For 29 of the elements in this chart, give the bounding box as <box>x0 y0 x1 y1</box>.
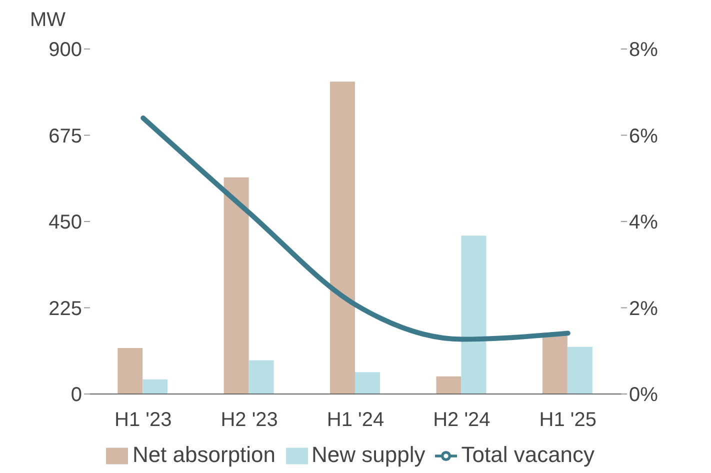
x-tick-label: H1 '23 <box>114 409 172 432</box>
bar <box>567 346 592 394</box>
legend-label: Total vacancy <box>461 442 595 467</box>
y-axis-title: MW <box>30 9 66 31</box>
y2-tick-label: 2% <box>629 298 658 320</box>
legend-label: Net absorption <box>132 442 276 467</box>
bar <box>118 348 143 394</box>
y-tick-label: 225 <box>48 298 82 320</box>
y-tick-label: 675 <box>48 125 82 148</box>
y-tick-label: 900 <box>48 39 82 62</box>
bar <box>436 376 462 394</box>
y2-tick-label: 6% <box>629 125 658 148</box>
bar <box>461 236 486 394</box>
y-tick-label: 450 <box>48 212 82 234</box>
bar <box>330 82 356 394</box>
y2-tick-label: 4% <box>629 212 658 234</box>
y2-tick-label: 0% <box>629 384 658 406</box>
y-tick-label: 0 <box>70 384 82 406</box>
x-tick-label: H1 '24 <box>326 409 384 432</box>
x-tick-label: H2 '23 <box>220 409 278 432</box>
bar <box>355 372 380 394</box>
x-tick-label: H2 '24 <box>433 409 490 432</box>
bar <box>248 360 274 394</box>
legend-label: New supply <box>312 442 426 467</box>
bar <box>542 332 568 394</box>
bar <box>224 177 249 394</box>
x-tick-label: H1 '25 <box>539 409 596 432</box>
y2-tick-label: 8% <box>629 39 658 62</box>
bar <box>142 379 168 394</box>
